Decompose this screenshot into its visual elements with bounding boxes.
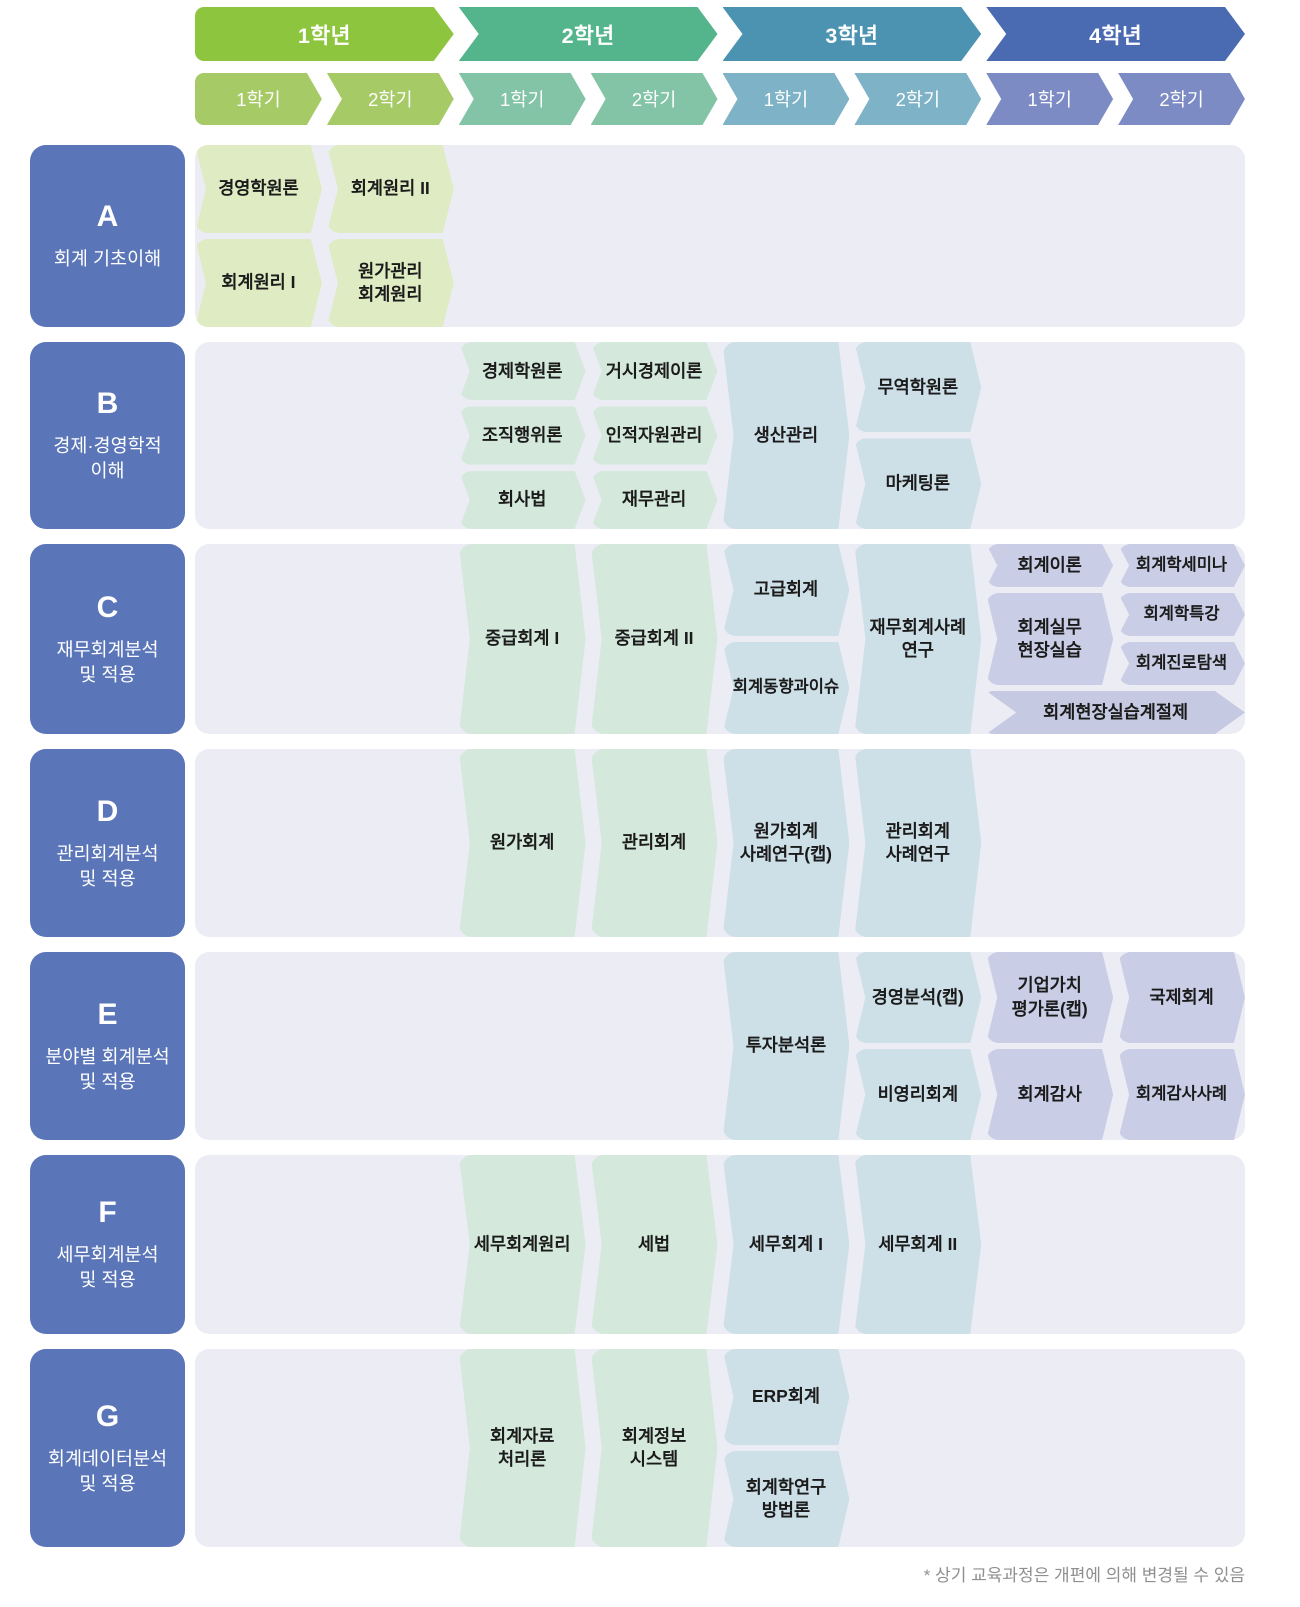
year-arrow-4: 4학년 — [986, 7, 1245, 61]
course-chevron: 경제학원론 — [459, 342, 586, 400]
course-chevron: 회계감사 — [986, 1049, 1113, 1140]
row-c: C 재무회계분석 및 적용 중급회계 I 중급회계 II 고급회계 회계동향과이… — [30, 544, 1245, 734]
course-chevron: 회계감사사례 — [1118, 1049, 1245, 1140]
course-chevron: 거시경제이론 — [591, 342, 718, 400]
category-letter: E — [97, 997, 118, 1031]
row-b: B 경제·경영학적 이해 경제학원론 조직행위론 회사법 거시경제이론 인적자원… — [30, 342, 1245, 529]
course-chevron: 세무회계 II — [854, 1155, 981, 1334]
course-chevron: 회계원리 I — [195, 239, 322, 327]
row-e: E 분야별 회계분석 및 적용 투자분석론 경영분석(캡) 비영리회계 기업가치… — [30, 952, 1245, 1140]
category-b-block: B 경제·경영학적 이해 — [30, 342, 185, 529]
row-d-lane: 원가회계 관리회계 원가회계 사례연구(캡) 관리회계 사례연구 — [195, 749, 1245, 937]
course-chevron: 회계이론 — [986, 544, 1113, 587]
course-chevron: 회계동향과이슈 — [723, 642, 850, 734]
course-chevron: ERP회계 — [723, 1349, 850, 1445]
category-letter: F — [98, 1196, 117, 1230]
category-label: 분야별 회계분석 및 적용 — [45, 1045, 170, 1092]
semester-arrow-1-2: 2학기 — [327, 73, 454, 125]
course-chevron: 회계실무 현장실습 — [986, 593, 1113, 685]
course-chevron: 세법 — [591, 1155, 718, 1334]
row-a: A 회계 기초이해 경영학원론 회계원리 I 회계원리 II 원가관리 회계원리 — [30, 145, 1245, 327]
course-chevron: 조직행위론 — [459, 406, 586, 464]
row-e-lane: 투자분석론 경영분석(캡) 비영리회계 기업가치 평가론(캡) 회계감사 국제회… — [195, 952, 1245, 1140]
course-chevron: 인적자원관리 — [591, 406, 718, 464]
year-header-row: 1학년 2학년 3학년 4학년 — [195, 7, 1245, 61]
row-d: D 관리회계분석 및 적용 원가회계 관리회계 원가회계 사례연구(캡) 관리회… — [30, 749, 1245, 937]
course-chevron: 기업가치 평가론(캡) — [986, 952, 1113, 1043]
course-chevron: 원가관리 회계원리 — [327, 239, 454, 327]
course-chevron: 경영분석(캡) — [854, 952, 981, 1043]
course-chevron: 중급회계 II — [591, 544, 718, 734]
course-chevron: 회계학연구 방법론 — [723, 1451, 850, 1547]
category-letter: C — [96, 590, 119, 624]
category-c-block: C 재무회계분석 및 적용 — [30, 544, 185, 734]
course-chevron: 회계자료 처리론 — [459, 1349, 586, 1547]
course-chevron: 재무회계사례 연구 — [854, 544, 981, 734]
semester-header-row: 1학기 2학기 1학기 2학기 1학기 2학기 1학기 2학기 — [195, 73, 1245, 125]
year-arrow-2: 2학년 — [459, 7, 718, 61]
semester-arrow-1-1: 1학기 — [195, 73, 322, 125]
row-f-lane: 세무회계원리 세법 세무회계 I 세무회계 II — [195, 1155, 1245, 1334]
category-label: 회계데이터분석 및 적용 — [47, 1447, 168, 1494]
course-chevron: 관리회계 사례연구 — [854, 749, 981, 937]
course-chevron: 회계진로탐색 — [1118, 642, 1245, 685]
course-chevron: 회사법 — [459, 471, 586, 529]
course-chevron: 회계현장실습계절제 — [986, 691, 1245, 734]
category-letter: A — [96, 200, 119, 234]
year-arrow-3: 3학년 — [723, 7, 982, 61]
category-d-block: D 관리회계분석 및 적용 — [30, 749, 185, 937]
course-chevron: 원가회계 — [459, 749, 586, 937]
course-chevron: 마케팅론 — [854, 438, 981, 529]
category-label: 회계 기초이해 — [53, 248, 162, 270]
year-arrow-1: 1학년 — [195, 7, 454, 61]
course-chevron: 회계정보 시스템 — [591, 1349, 718, 1547]
category-a-block: A 회계 기초이해 — [30, 145, 185, 327]
row-c-lane: 중급회계 I 중급회계 II 고급회계 회계동향과이슈 재무회계사례 연구 회계… — [195, 544, 1245, 734]
category-letter: D — [96, 794, 119, 828]
course-chevron: 비영리회계 — [854, 1049, 981, 1140]
category-e-block: E 분야별 회계분석 및 적용 — [30, 952, 185, 1140]
course-chevron: 관리회계 — [591, 749, 718, 937]
course-chevron: 원가회계 사례연구(캡) — [723, 749, 850, 937]
course-chevron: 회계학세미나 — [1118, 544, 1245, 587]
curriculum-bands: A 회계 기초이해 경영학원론 회계원리 I 회계원리 II 원가관리 회계원리… — [0, 145, 1300, 1547]
semester-arrow-3-1: 1학기 — [723, 73, 850, 125]
semester-arrow-4-2: 2학기 — [1118, 73, 1245, 125]
course-chevron: 국제회계 — [1118, 952, 1245, 1043]
row-g: G 회계데이터분석 및 적용 회계자료 처리론 회계정보 시스템 ERP회계 회… — [30, 1349, 1245, 1547]
category-letter: G — [95, 1399, 120, 1433]
course-chevron: 경영학원론 — [195, 145, 322, 233]
footnote: * 상기 교육과정은 개편에 의해 변경될 수 있음 — [923, 1566, 1245, 1585]
course-chevron: 회계학특강 — [1118, 593, 1245, 636]
semester-arrow-2-2: 2학기 — [591, 73, 718, 125]
category-label: 관리회계분석 및 적용 — [56, 842, 159, 889]
semester-arrow-2-1: 1학기 — [459, 73, 586, 125]
row-a-lane: 경영학원론 회계원리 I 회계원리 II 원가관리 회계원리 — [195, 145, 1245, 327]
category-letter: B — [96, 387, 119, 421]
category-label: 경제·경영학적 이해 — [53, 435, 162, 481]
category-f-block: F 세무회계분석 및 적용 — [30, 1155, 185, 1334]
semester-arrow-4-1: 1학기 — [986, 73, 1113, 125]
course-chevron: 회계원리 II — [327, 145, 454, 233]
course-chevron: 무역학원론 — [854, 342, 981, 432]
course-chevron: 투자분석론 — [723, 952, 850, 1140]
course-chevron: 생산관리 — [723, 342, 850, 529]
course-chevron: 재무관리 — [591, 471, 718, 529]
course-chevron: 세무회계원리 — [459, 1155, 586, 1334]
course-chevron: 세무회계 I — [723, 1155, 850, 1334]
category-label: 재무회계분석 및 적용 — [56, 638, 159, 685]
row-f: F 세무회계분석 및 적용 세무회계원리 세법 세무회계 I 세무회계 II — [30, 1155, 1245, 1334]
semester-arrow-3-2: 2학기 — [854, 73, 981, 125]
row-b-lane: 경제학원론 조직행위론 회사법 거시경제이론 인적자원관리 재무관리 생산관리 … — [195, 342, 1245, 529]
category-g-block: G 회계데이터분석 및 적용 — [30, 1349, 185, 1547]
category-label: 세무회계분석 및 적용 — [56, 1244, 159, 1290]
course-chevron: 중급회계 I — [459, 544, 586, 734]
row-g-lane: 회계자료 처리론 회계정보 시스템 ERP회계 회계학연구 방법론 — [195, 1349, 1245, 1547]
course-chevron: 고급회계 — [723, 544, 850, 636]
